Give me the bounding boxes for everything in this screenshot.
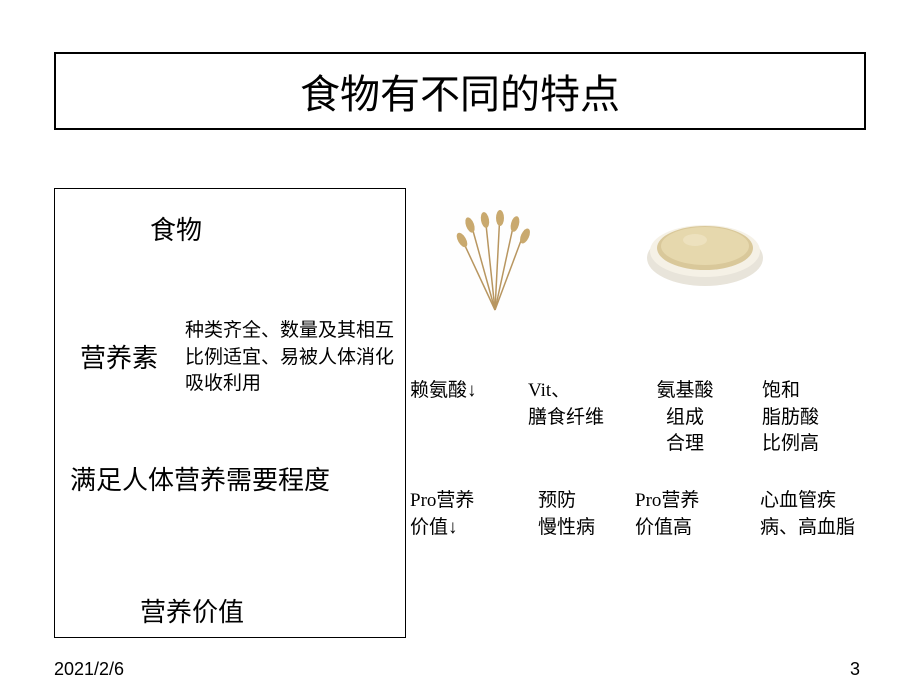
grid-c1r2: Pro营养价值↓ bbox=[410, 488, 474, 541]
grid-c1r1: 赖氨酸↓ bbox=[410, 378, 477, 405]
wheat-image bbox=[440, 200, 550, 320]
left-description: 种类齐全、数量及其相互比例适宜、易被人体消化吸收利用 bbox=[185, 318, 400, 398]
title-box: 食物有不同的特点 bbox=[54, 52, 866, 130]
left-label-nutrient: 营养素 bbox=[80, 338, 158, 375]
grid-c3r1: 氨基酸组成合理 bbox=[640, 378, 730, 458]
left-label-value: 营养价值 bbox=[140, 592, 244, 629]
grid-c4r1: 饱和脂肪酸比例高 bbox=[762, 378, 819, 458]
grid-c2r1: Vit、膳食纤维 bbox=[528, 378, 604, 431]
left-outline-box bbox=[54, 188, 406, 638]
footer-page-number: 3 bbox=[850, 659, 860, 680]
left-label-food: 食物 bbox=[150, 210, 202, 247]
grid-c2r2: 预防慢性病 bbox=[538, 488, 595, 541]
footer-date: 2021/2/6 bbox=[54, 659, 124, 680]
grid-c4r2: 心血管疾病、高血脂 bbox=[760, 488, 855, 541]
bowl-image bbox=[640, 196, 770, 296]
slide-title: 食物有不同的特点 bbox=[300, 62, 620, 120]
grid-c3r2: Pro营养价值高 bbox=[635, 488, 699, 541]
left-label-requirement: 满足人体营养需要程度 bbox=[70, 460, 330, 497]
